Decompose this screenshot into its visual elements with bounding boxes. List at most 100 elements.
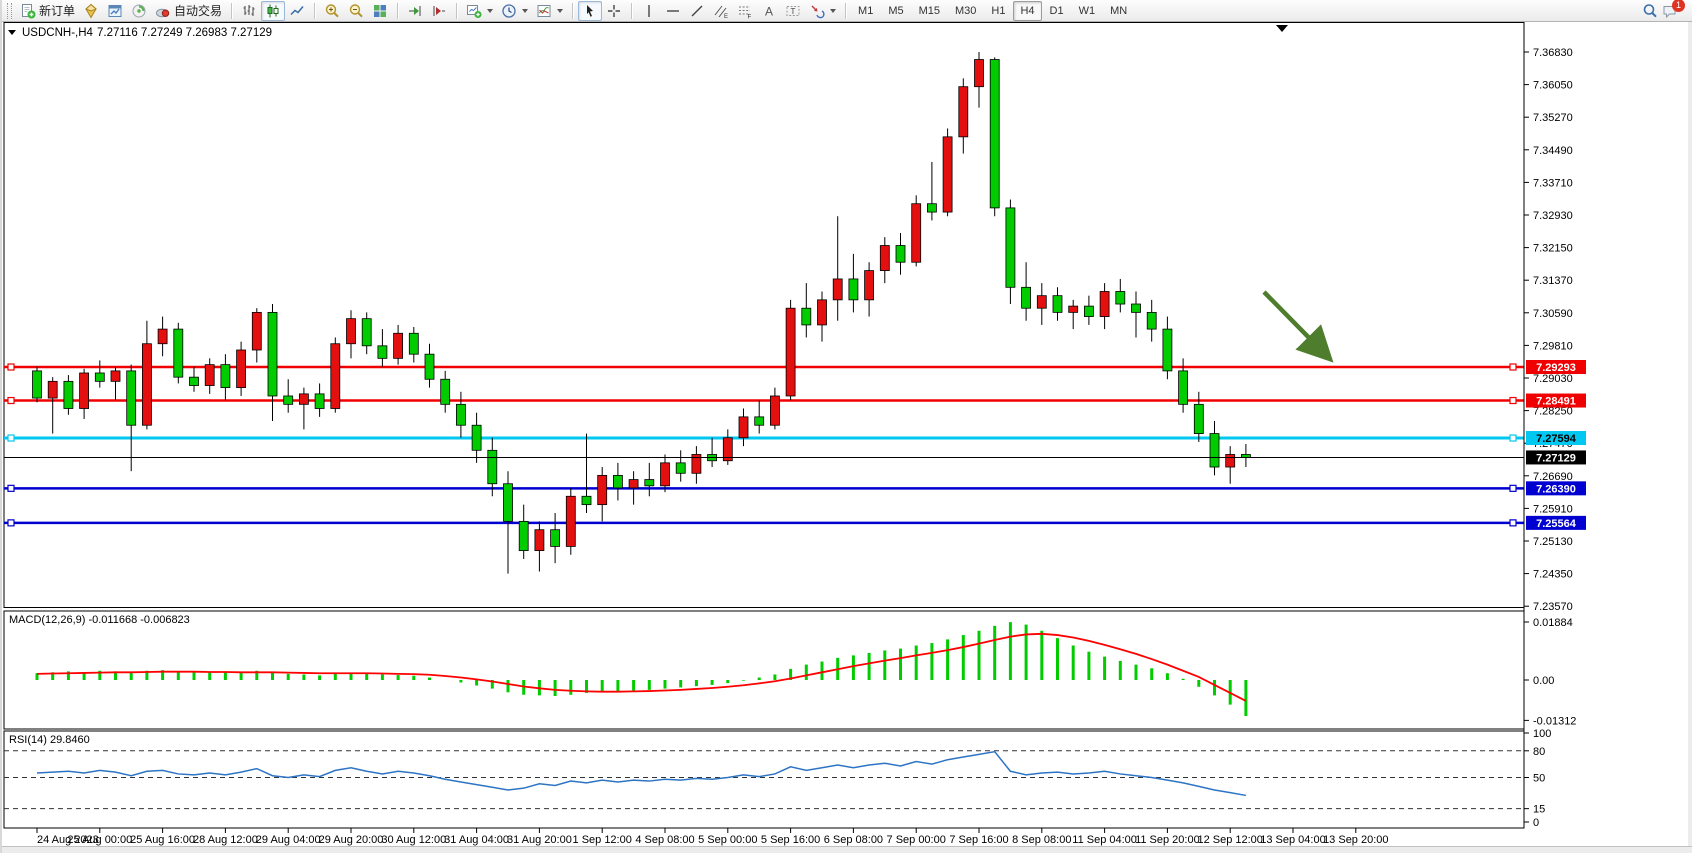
channel-icon: E [713, 3, 729, 19]
time-tick-label: 29 Aug 20:00 [319, 834, 384, 846]
candle-body [1084, 305, 1094, 317]
autotrading-button[interactable]: 自动交易 [151, 1, 226, 21]
candle-body [754, 416, 765, 426]
hline-handle[interactable] [7, 519, 15, 527]
candle-body [989, 59, 1000, 209]
hline-handle[interactable] [7, 434, 15, 442]
text-label-button[interactable]: T [781, 1, 805, 21]
hline-handle[interactable] [7, 363, 15, 371]
tf-button-MN[interactable]: MN [1103, 1, 1134, 21]
candle-body [424, 353, 435, 380]
text-button[interactable]: A [757, 1, 781, 21]
candle-body [550, 529, 560, 547]
candle-body [377, 345, 388, 359]
hline-handle[interactable] [1509, 434, 1517, 442]
chat-button[interactable]: 1 [1662, 0, 1685, 19]
macd-pane[interactable] [3, 610, 1525, 730]
tf-button-H4[interactable]: H4 [1013, 0, 1042, 21]
toolbar-grip[interactable] [7, 2, 12, 19]
vertical-line-button[interactable] [637, 1, 661, 21]
tf-button-W1[interactable]: W1 [1072, 1, 1103, 21]
candle-body [408, 332, 419, 355]
zoom-in-button[interactable] [320, 1, 344, 21]
navigator-button[interactable] [127, 1, 151, 21]
time-tick-label: 29 Aug 04:00 [256, 834, 321, 846]
zoom-out-icon [348, 3, 364, 19]
tf-button-M5[interactable]: M5 [881, 1, 910, 21]
equidistant-channel-button[interactable]: E [709, 1, 733, 21]
chart-canvas[interactable]: USDCNH-,H4 7.27116 7.27249 7.26983 7.2712… [2, 22, 1692, 846]
hline-handle[interactable] [1509, 484, 1517, 492]
indicators-button[interactable] [532, 1, 567, 21]
candle-body [110, 370, 121, 382]
tf-button-M30[interactable]: M30 [948, 1, 983, 21]
arrows-button[interactable] [805, 1, 840, 21]
candlestick-icon [265, 3, 281, 19]
tf-button-M1[interactable]: M1 [851, 1, 880, 21]
fibonacci-button[interactable]: F [733, 1, 757, 21]
chart-menu-caret-icon[interactable] [8, 30, 16, 35]
crosshair-button[interactable] [602, 1, 626, 21]
candle-body [832, 278, 843, 301]
tf-button-M15[interactable]: M15 [912, 1, 947, 21]
candle-body [770, 395, 780, 426]
candle-body [330, 343, 341, 409]
main-chart-pane[interactable] [3, 22, 1525, 608]
candle-body [1068, 305, 1079, 313]
time-tick-label: 13 Sep 20:00 [1323, 834, 1388, 846]
candle-body [1036, 295, 1047, 309]
hline-handle[interactable] [1509, 363, 1517, 371]
trendline-button[interactable] [685, 1, 709, 21]
horizontal-lines [4, 363, 1524, 527]
candle-body [1146, 311, 1157, 330]
new-order-icon [20, 3, 36, 19]
crosshair-icon [606, 3, 622, 19]
tf-button-D1[interactable]: D1 [1043, 1, 1071, 21]
market-watch-button[interactable] [79, 1, 103, 21]
price-tick-label: 7.29810 [1533, 340, 1573, 352]
chart-symbol-period: USDCNH-,H4 [22, 27, 94, 39]
data-window-icon [107, 3, 123, 19]
auto-scroll-button[interactable] [403, 1, 427, 21]
hline-handle[interactable] [1509, 396, 1517, 405]
search-button[interactable] [1638, 1, 1662, 21]
periods-button[interactable] [497, 1, 532, 21]
hline-price-tag: 7.29293 [1526, 360, 1586, 375]
new-chart-button[interactable] [462, 1, 497, 21]
candle-body [1052, 295, 1063, 313]
candle-body [1193, 403, 1204, 434]
hline-handle[interactable] [7, 396, 15, 405]
time-tick-label: 12 Sep 12:00 [1197, 834, 1262, 846]
tf-button-H1[interactable]: H1 [984, 1, 1012, 21]
chart-shift-marker[interactable] [1276, 25, 1288, 32]
price-tick-label: 7.31370 [1533, 275, 1573, 287]
new-order-button[interactable]: 新订单 [16, 1, 79, 21]
arrow-annotation[interactable] [1262, 290, 1334, 363]
candle-body [613, 474, 623, 489]
toolbar-separator [231, 2, 233, 19]
zoom-out-button[interactable] [344, 1, 368, 21]
candle-body [565, 495, 576, 547]
horizontal-line-button[interactable] [661, 1, 685, 21]
tile-windows-button[interactable] [368, 1, 392, 21]
bar-chart-button[interactable] [237, 1, 261, 21]
rsi-line [36, 750, 1247, 797]
macd-indicator: MACD(12,26,9) -0.011668 -0.006823 0.01884… [9, 614, 1576, 727]
hline-handle[interactable] [7, 484, 15, 492]
data-window-button[interactable] [103, 1, 127, 21]
candle-body [1178, 370, 1188, 405]
timeframe-toolbar: M1 M5 M15 M30 H1 H4 D1 W1 MN [851, 0, 1134, 21]
toolbar-separator [845, 2, 847, 19]
auto-scroll-icon [407, 3, 423, 19]
line-chart-button[interactable] [285, 1, 309, 21]
price-axis[interactable]: 7.36830 7.36050 7.35270 7.34490 7.33710 7.329… [1523, 22, 1573, 828]
cursor-button[interactable] [578, 0, 603, 21]
time-tick-label: 1 Sep 12:00 [573, 834, 632, 846]
rsi-pane[interactable] [3, 730, 1525, 829]
chart-shift-button[interactable] [427, 1, 451, 21]
hline-handle[interactable] [1509, 519, 1517, 527]
current-price-tag: 7.27129 [1526, 450, 1586, 465]
candlestick-chart-button[interactable] [261, 0, 286, 21]
candle-body [503, 483, 513, 522]
